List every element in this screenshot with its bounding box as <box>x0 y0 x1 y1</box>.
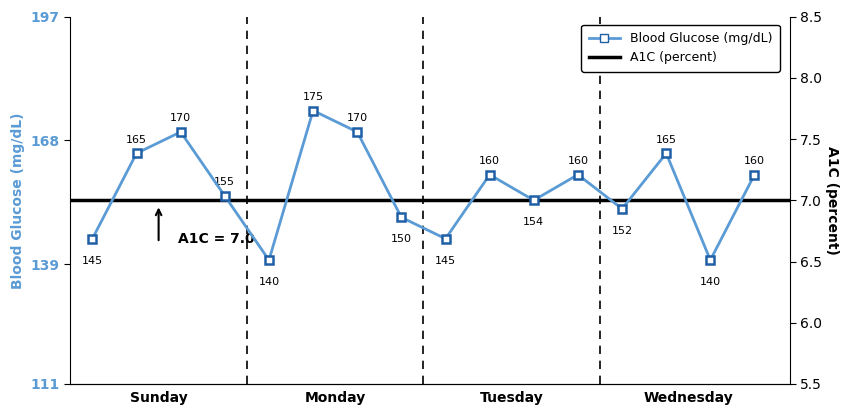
Text: 175: 175 <box>303 92 324 102</box>
Legend: Blood Glucose (mg/dL), A1C (percent): Blood Glucose (mg/dL), A1C (percent) <box>581 25 780 72</box>
Text: 160: 160 <box>744 156 765 166</box>
Y-axis label: A1C (percent): A1C (percent) <box>824 146 839 255</box>
Text: 154: 154 <box>524 218 544 228</box>
Y-axis label: Blood Glucose (mg/dL): Blood Glucose (mg/dL) <box>11 112 26 289</box>
Text: 150: 150 <box>391 235 412 245</box>
Text: 140: 140 <box>258 277 280 287</box>
Text: A1C = 7.0: A1C = 7.0 <box>178 232 255 246</box>
Text: 140: 140 <box>700 277 721 287</box>
Text: 155: 155 <box>214 178 235 188</box>
Text: 145: 145 <box>435 256 456 266</box>
Text: 145: 145 <box>82 256 103 266</box>
Text: 152: 152 <box>611 226 632 236</box>
Text: 165: 165 <box>126 135 147 145</box>
Text: 165: 165 <box>655 135 677 145</box>
Text: 160: 160 <box>479 156 500 166</box>
Text: 160: 160 <box>568 156 588 166</box>
Text: 170: 170 <box>347 114 368 124</box>
Text: 170: 170 <box>170 114 191 124</box>
